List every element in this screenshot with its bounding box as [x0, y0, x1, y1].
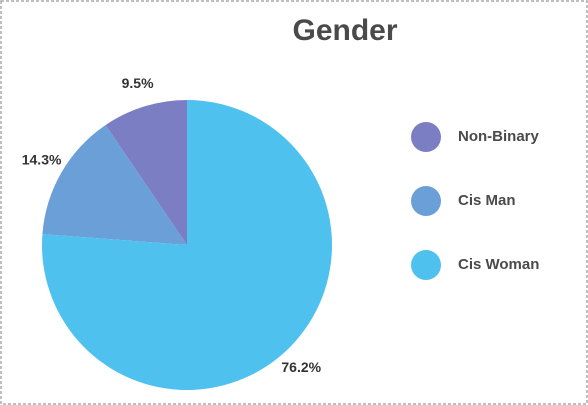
value-label: 76.2% — [281, 359, 321, 375]
pie-slice — [42, 100, 333, 390]
chart-title: Gender — [292, 14, 397, 47]
value-label: 9.5% — [122, 75, 154, 91]
pie-slice — [105, 100, 187, 245]
value-label: 14.3% — [22, 152, 62, 168]
legend-label: Cis Woman — [458, 256, 539, 273]
legend-swatch — [411, 122, 441, 152]
legend-label: Cis Man — [458, 192, 516, 209]
legend-label: Non-Binary — [458, 128, 539, 145]
legend-swatch — [411, 186, 441, 216]
legend-swatch — [411, 250, 441, 280]
pie-slice — [42, 125, 188, 245]
